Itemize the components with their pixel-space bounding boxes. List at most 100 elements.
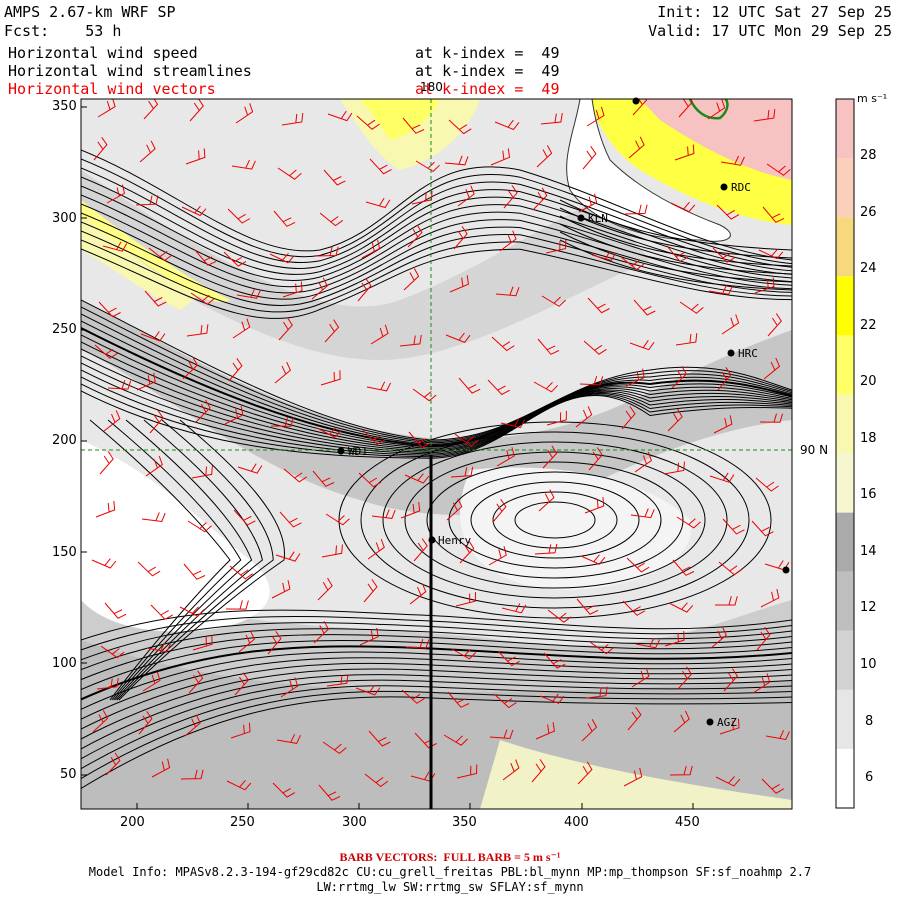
wind-barb	[280, 677, 299, 698]
wind-barb	[272, 782, 296, 798]
wind-barb	[282, 281, 303, 298]
axis-tick-marks	[81, 106, 694, 809]
wind-barb	[225, 600, 249, 610]
wind-barb	[400, 501, 421, 519]
streamline	[81, 230, 792, 307]
wind-barb	[760, 588, 780, 608]
streamline	[81, 651, 792, 710]
streamline	[426, 461, 684, 579]
wind-barb	[457, 185, 475, 207]
streamline	[81, 334, 792, 448]
colorbar	[835, 98, 855, 809]
wind-barb	[324, 319, 340, 343]
wind-barb	[283, 468, 307, 483]
wind-barb	[581, 719, 598, 742]
wind-barb	[669, 765, 693, 776]
wind-barb	[663, 461, 685, 475]
wind-barb	[409, 583, 427, 605]
wind-barb	[271, 580, 291, 599]
model-title: AMPS 2.67-km WRF SP	[4, 3, 176, 21]
wind-barb	[224, 406, 244, 425]
wind-barb	[181, 205, 207, 217]
wind-barb	[233, 509, 256, 526]
y-tick-100: 100	[52, 656, 77, 671]
station-dot-rdc	[720, 183, 728, 191]
streamline	[81, 149, 792, 261]
wind-barb	[446, 498, 463, 521]
wind-barb	[399, 334, 422, 347]
wind-barb	[182, 356, 198, 380]
wind-barb	[633, 299, 656, 316]
wind-barb	[105, 752, 121, 776]
wind-barb	[364, 773, 389, 788]
map-frame	[80, 98, 793, 810]
wind-barb	[502, 759, 520, 781]
wind-barb	[366, 381, 392, 392]
coastline	[430, 99, 731, 242]
wind-barb	[631, 667, 650, 688]
wind-barb	[496, 447, 515, 467]
wind-barb	[230, 722, 251, 739]
wind-barb	[759, 413, 783, 423]
wind-barb	[624, 204, 648, 215]
wind-barb	[98, 301, 121, 318]
wind-barb	[313, 620, 330, 644]
streamline	[559, 239, 792, 291]
colorbar-label-24: 24	[860, 261, 877, 276]
wind-barb	[190, 292, 215, 306]
wind-barb	[97, 99, 116, 118]
streamline	[116, 419, 274, 701]
wind-barb	[275, 551, 301, 562]
streamline	[559, 231, 792, 283]
wind-barb	[237, 463, 263, 474]
wind-barb	[577, 761, 593, 785]
wind-barb	[537, 338, 560, 355]
colorbar-box	[836, 453, 854, 513]
wind-barb	[586, 106, 605, 127]
wind-barb	[359, 627, 379, 646]
streamline	[448, 471, 662, 569]
wind-barb	[540, 113, 563, 125]
wind-barb	[584, 497, 605, 514]
station-dot-kln	[577, 214, 585, 222]
wind-barb	[673, 710, 690, 733]
streamline	[514, 501, 596, 539]
wind-barb	[536, 145, 553, 168]
wind-barb	[580, 554, 606, 565]
wind-barb	[325, 513, 350, 526]
streamline	[81, 327, 792, 447]
station-dot-hrc	[727, 349, 735, 357]
wind-barb	[492, 499, 507, 523]
wind-barb	[494, 119, 520, 131]
streamline	[559, 223, 792, 275]
wind-barb	[195, 399, 211, 423]
wind-barb	[99, 451, 114, 475]
wind-barb	[135, 195, 159, 206]
wind-barb	[274, 361, 292, 384]
station-dot-henry	[428, 536, 436, 544]
streamline	[81, 696, 792, 789]
wind-barb	[321, 544, 343, 558]
wind-barb	[226, 779, 252, 791]
wind-barb	[96, 677, 119, 690]
wind-barb	[500, 418, 526, 429]
wind-barbs	[91, 99, 791, 801]
wind-barb	[676, 516, 701, 529]
streamline	[81, 622, 792, 661]
wind-barb	[137, 561, 161, 577]
map-area	[81, 99, 792, 809]
wind-barb	[709, 472, 735, 483]
wind-barb	[632, 99, 648, 116]
streamline	[81, 383, 792, 458]
wind-barb	[370, 324, 389, 345]
streamline	[81, 662, 792, 730]
wind-barb	[578, 193, 598, 213]
wind-barb	[140, 331, 166, 342]
streamline	[81, 348, 792, 451]
wind-barb	[319, 212, 344, 227]
wind-barb	[455, 592, 476, 607]
model-info: Model Info: MPASv8.2.3-194-gf29cd82c CU:…	[88, 865, 812, 879]
wind-barb	[315, 246, 339, 257]
y-tick-150: 150	[52, 545, 77, 560]
x-tick-450: 450	[675, 815, 700, 830]
